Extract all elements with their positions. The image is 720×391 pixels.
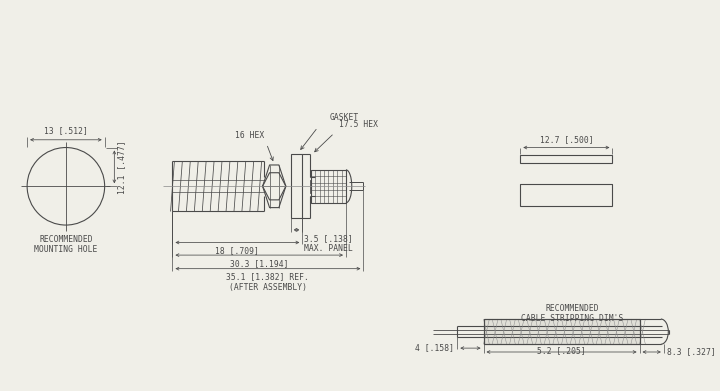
Text: 8.3 [.327]: 8.3 [.327] bbox=[667, 348, 716, 357]
Text: 17.5 HEX: 17.5 HEX bbox=[339, 120, 378, 129]
Text: 12.7 [.500]: 12.7 [.500] bbox=[539, 135, 593, 143]
Bar bbox=[310, 179, 315, 193]
Text: 4 [.158]: 4 [.158] bbox=[415, 344, 454, 353]
Text: 18 [.709]: 18 [.709] bbox=[215, 246, 259, 255]
Bar bbox=[521, 155, 613, 163]
Text: 35.1 [1.382] REF.
(AFTER ASSEMBLY): 35.1 [1.382] REF. (AFTER ASSEMBLY) bbox=[227, 273, 310, 292]
Text: 12.1 [.477]: 12.1 [.477] bbox=[117, 140, 127, 194]
Text: 3.5 [.138]
MAX. PANEL: 3.5 [.138] MAX. PANEL bbox=[305, 234, 353, 253]
Text: 13 [.512]: 13 [.512] bbox=[44, 126, 88, 135]
Text: 30.3 [1.194]: 30.3 [1.194] bbox=[230, 259, 289, 268]
Text: 5.2 [.205]: 5.2 [.205] bbox=[537, 346, 586, 355]
Text: RECOMMENDED
CABLE STRIPPING DIM'S: RECOMMENDED CABLE STRIPPING DIM'S bbox=[521, 303, 624, 323]
Bar bbox=[311, 170, 346, 203]
Text: GASKET: GASKET bbox=[330, 113, 359, 122]
Text: 16 HEX: 16 HEX bbox=[235, 131, 264, 140]
Bar bbox=[521, 184, 613, 206]
Bar bbox=[484, 319, 639, 344]
Bar bbox=[291, 154, 302, 218]
Text: RECOMMENDED
MOUNTING HOLE: RECOMMENDED MOUNTING HOLE bbox=[35, 235, 98, 254]
